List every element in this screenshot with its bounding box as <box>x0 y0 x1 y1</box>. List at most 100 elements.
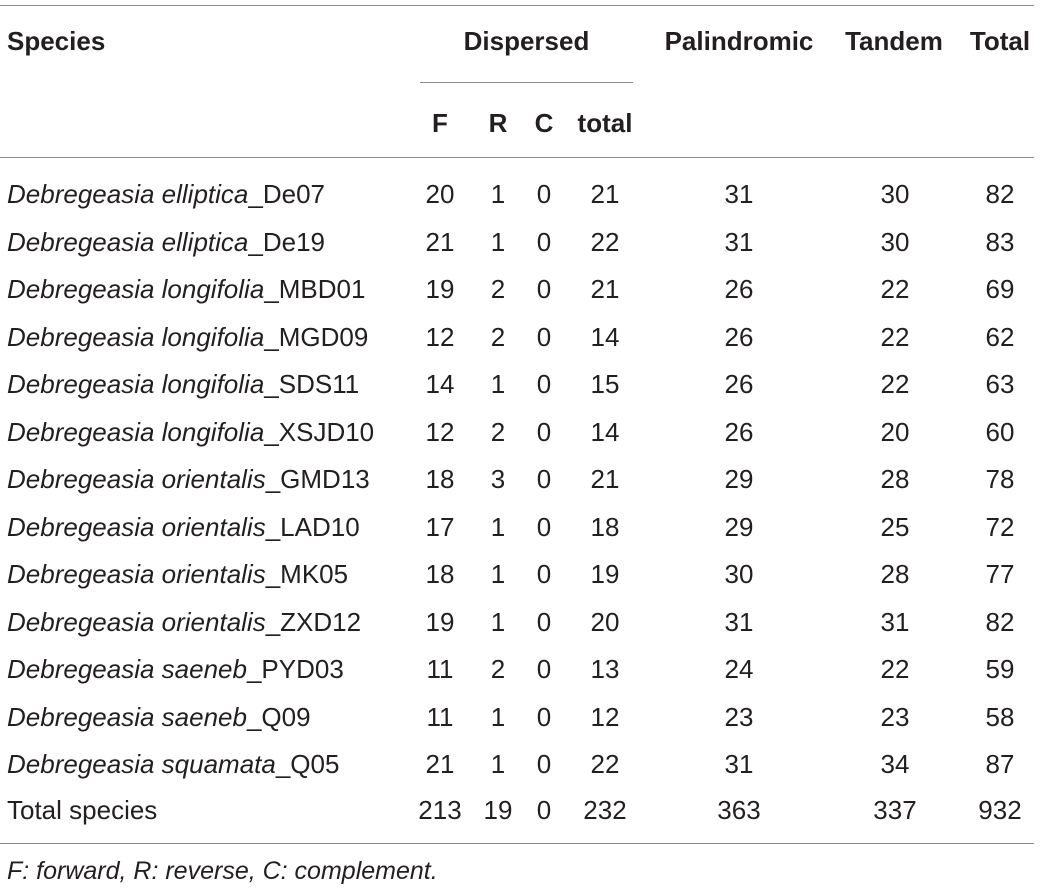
cell-r: 1 <box>490 512 506 542</box>
sample-id: _De19 <box>248 227 325 257</box>
header-c: C <box>534 108 554 138</box>
cell-c: 0 <box>536 369 552 399</box>
sample-id: _MK05 <box>265 559 349 589</box>
cell-palindromic: 31 <box>724 227 754 257</box>
sample-id: _GMD13 <box>265 464 370 494</box>
cell-disp-total: 22 <box>590 227 620 257</box>
cell-f: 12 <box>425 417 455 447</box>
species-binomial: Debregeasia elliptica <box>7 179 249 209</box>
cell-tandem: 22 <box>880 369 910 399</box>
cell-palindromic: 23 <box>724 702 754 732</box>
cell-palindromic: 31 <box>724 179 754 209</box>
sample-id: _LAD10 <box>265 512 360 542</box>
header-palindromic: Palindromic <box>664 26 814 56</box>
cell-r: 1 <box>490 702 506 732</box>
cell-r: 1 <box>490 369 506 399</box>
cell-c: 0 <box>536 322 552 352</box>
cell-f: 18 <box>425 559 455 589</box>
cell-tandem: 28 <box>880 464 910 494</box>
species-binomial: Debregeasia squamata <box>7 749 276 779</box>
cell-tandem: 22 <box>880 274 910 304</box>
sample-id: _SDS11 <box>264 369 360 399</box>
species-name: Debregeasia longifolia_MBD01 <box>7 274 365 304</box>
cell-total: 78 <box>985 464 1015 494</box>
cell-total: 59 <box>985 654 1015 684</box>
cell-r: 1 <box>490 227 506 257</box>
species-name: Debregeasia elliptica_De07 <box>7 179 325 209</box>
cell-disp-total: 15 <box>590 369 620 399</box>
cell-total: 83 <box>985 227 1015 257</box>
table-footnote: F: forward, R: reverse, C: complement. <box>7 857 438 885</box>
cell-r: 2 <box>490 654 506 684</box>
cell-f: 21 <box>425 227 455 257</box>
cell-c: 0 <box>536 227 552 257</box>
cell-c: 0 <box>536 274 552 304</box>
cell-disp-total: 13 <box>590 654 620 684</box>
cell-disp-total: 14 <box>590 417 620 447</box>
cell-r: 1 <box>490 607 506 637</box>
cell-c: 0 <box>536 512 552 542</box>
cell-f: 21 <box>425 749 455 779</box>
species-name: Debregeasia longifolia_MGD09 <box>7 322 368 352</box>
cell-tandem: 23 <box>880 702 910 732</box>
cell-disp-total: 19 <box>590 559 620 589</box>
species-name: Debregeasia orientalis_GMD13 <box>7 464 370 494</box>
cell-f: 17 <box>425 512 455 542</box>
species-binomial: Debregeasia longifolia <box>7 417 265 447</box>
species-name: Debregeasia longifolia_SDS11 <box>7 369 359 399</box>
sample-id: _De07 <box>248 179 325 209</box>
cell-r: 1 <box>490 179 506 209</box>
cell-disp-total: 20 <box>590 607 620 637</box>
cell-palindromic: 24 <box>724 654 754 684</box>
total-tandem: 337 <box>873 795 917 825</box>
cell-total: 77 <box>985 559 1015 589</box>
cell-c: 0 <box>536 607 552 637</box>
sample-id: _MBD01 <box>264 274 366 304</box>
cell-disp-total: 22 <box>590 749 620 779</box>
cell-f: 11 <box>426 654 454 684</box>
cell-f: 12 <box>425 322 455 352</box>
species-binomial: Debregeasia orientalis <box>7 464 266 494</box>
sample-id: _ZXD12 <box>265 607 362 637</box>
cell-palindromic: 26 <box>724 322 754 352</box>
cell-total: 69 <box>985 274 1015 304</box>
cell-tandem: 30 <box>880 179 910 209</box>
total-palindromic: 363 <box>717 795 761 825</box>
header-rule <box>0 157 1034 158</box>
cell-f: 11 <box>426 702 454 732</box>
bottom-rule <box>0 843 1034 844</box>
cell-tandem: 20 <box>880 417 910 447</box>
cell-total: 58 <box>985 702 1015 732</box>
cell-disp-total: 12 <box>590 702 620 732</box>
cell-tandem: 34 <box>880 749 910 779</box>
cell-palindromic: 31 <box>724 749 754 779</box>
cell-total: 72 <box>985 512 1015 542</box>
cell-disp-total: 21 <box>590 274 620 304</box>
species-name: Debregeasia orientalis_LAD10 <box>7 512 360 542</box>
cell-r: 2 <box>490 322 506 352</box>
header-total: Total <box>969 26 1031 56</box>
species-binomial: Debregeasia elliptica <box>7 227 249 257</box>
cell-palindromic: 26 <box>724 274 754 304</box>
total-disp-total: 232 <box>583 795 627 825</box>
cell-palindromic: 30 <box>724 559 754 589</box>
species-binomial: Debregeasia orientalis <box>7 559 266 589</box>
cell-c: 0 <box>536 179 552 209</box>
cell-total: 82 <box>985 179 1015 209</box>
header-tandem: Tandem <box>845 26 943 56</box>
total-row-label: Total species <box>7 795 158 825</box>
cell-c: 0 <box>536 702 552 732</box>
sample-id: _PYD03 <box>246 654 344 684</box>
species-binomial: Debregeasia saeneb <box>7 654 247 684</box>
species-binomial: Debregeasia orientalis <box>7 512 266 542</box>
cell-tandem: 22 <box>880 322 910 352</box>
cell-disp-total: 14 <box>590 322 620 352</box>
header-f: F <box>432 108 448 138</box>
top-rule <box>0 5 1034 6</box>
species-name: Debregeasia elliptica_De19 <box>7 227 325 257</box>
species-name: Debregeasia saeneb_PYD03 <box>7 654 344 684</box>
total-total: 932 <box>978 795 1022 825</box>
sample-id: _Q09 <box>246 702 311 732</box>
total-c: 0 <box>536 795 552 825</box>
